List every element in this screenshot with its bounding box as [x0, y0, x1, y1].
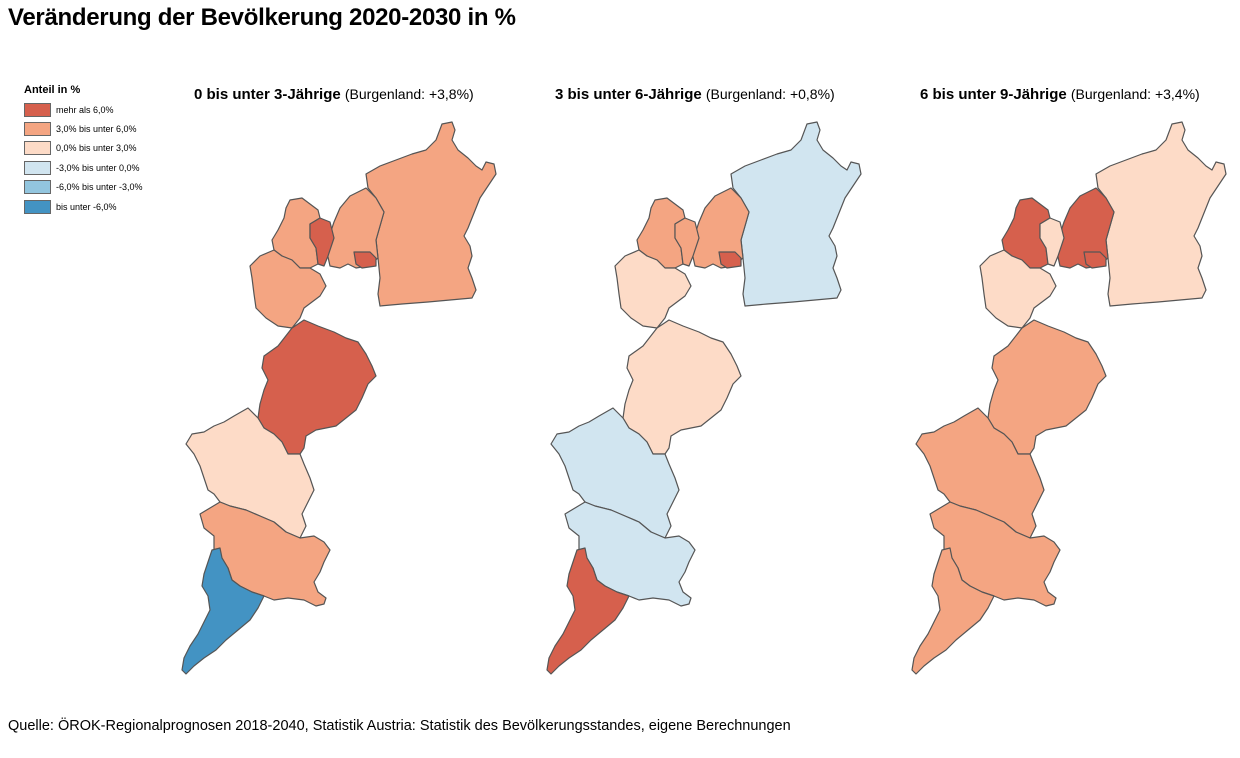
region-north-small — [1039, 217, 1065, 267]
panel-heading: 0 bis unter 3-Jährige — [194, 86, 341, 103]
legend-item: 3,0% bis unter 6,0% — [24, 119, 143, 138]
map-panel-6-9 — [911, 121, 1227, 675]
region-center — [257, 319, 377, 455]
region-center — [622, 319, 742, 455]
legend-item: -6,0% bis unter -3,0% — [24, 178, 143, 197]
panel-heading: 3 bis unter 6-Jährige — [555, 86, 702, 103]
legend-item: mehr als 6,0% — [24, 100, 143, 119]
region-west-center — [249, 249, 327, 329]
legend-label: -3,0% bis unter 0,0% — [56, 162, 140, 173]
panel-title-6-9: 6 bis unter 9-Jährige (Burgenland: +3,4%… — [920, 86, 1200, 103]
panel-subtitle: (Burgenland: +0,8%) — [705, 86, 835, 102]
source-note: Quelle: ÖROK-Regionalprognosen 2018-2040… — [8, 718, 791, 734]
panel-title-0-3: 0 bis unter 3-Jährige (Burgenland: +3,8%… — [194, 86, 474, 103]
legend-label: 0,0% bis unter 3,0% — [56, 143, 137, 154]
region-west-center — [979, 249, 1057, 329]
legend-swatch — [24, 141, 51, 156]
region-far-south — [181, 547, 265, 675]
region-center — [987, 319, 1107, 455]
region-northeast — [730, 121, 862, 307]
legend-label: mehr als 6,0% — [56, 104, 114, 115]
legend-swatch — [24, 180, 51, 195]
legend-swatch — [24, 199, 51, 214]
legend-label: bis unter -6,0% — [56, 201, 117, 212]
legend-label: -6,0% bis unter -3,0% — [56, 182, 143, 193]
region-enclave — [353, 251, 377, 269]
region-north-center — [1055, 187, 1115, 269]
legend-swatch — [24, 160, 51, 175]
legend-item: 0,0% bis unter 3,0% — [24, 139, 143, 158]
region-north-small — [309, 217, 335, 267]
panel-title-3-6: 3 bis unter 6-Jährige (Burgenland: +0,8%… — [555, 86, 835, 103]
legend-label: 3,0% bis unter 6,0% — [56, 124, 137, 135]
region-enclave — [1083, 251, 1107, 269]
region-enclave — [718, 251, 742, 269]
region-far-south — [911, 547, 995, 675]
panel-heading: 6 bis unter 9-Jährige — [920, 86, 1067, 103]
region-north-center — [325, 187, 385, 269]
legend-swatch — [24, 102, 51, 117]
region-north-center — [690, 187, 750, 269]
region-northeast — [1095, 121, 1227, 307]
region-west-center — [614, 249, 692, 329]
legend: Anteil in % mehr als 6,0% 3,0% bis unter… — [24, 84, 143, 216]
region-northeast — [365, 121, 497, 307]
legend-item: -3,0% bis unter 0,0% — [24, 158, 143, 177]
region-north-small — [674, 217, 700, 267]
legend-title: Anteil in % — [24, 84, 81, 96]
panel-subtitle: (Burgenland: +3,4%) — [1070, 86, 1200, 102]
map-panel-3-6 — [546, 121, 862, 675]
panel-subtitle: (Burgenland: +3,8%) — [344, 86, 474, 102]
page-title: Veränderung der Bevölkerung 2020-2030 in… — [8, 4, 516, 31]
legend-item: bis unter -6,0% — [24, 197, 143, 216]
legend-swatch — [24, 122, 51, 137]
map-panel-0-3 — [181, 121, 497, 675]
region-far-south — [546, 547, 630, 675]
